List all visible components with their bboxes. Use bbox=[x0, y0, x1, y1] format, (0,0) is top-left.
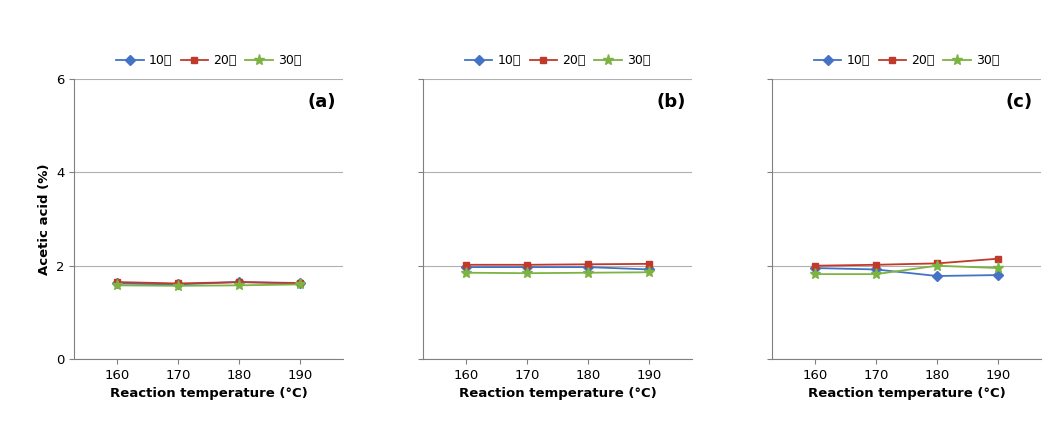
10분 bbox=[643, 267, 655, 272]
X-axis label: Reaction temperature (°C): Reaction temperature (°C) bbox=[109, 388, 307, 400]
X-axis label: Reaction temperature (°C): Reaction temperature (°C) bbox=[808, 388, 1006, 400]
30분 bbox=[520, 271, 533, 276]
20분 bbox=[110, 279, 123, 285]
20분 bbox=[870, 262, 883, 268]
30분 bbox=[808, 272, 821, 277]
10분 bbox=[992, 272, 1005, 278]
Legend: 10분, 20분, 30분: 10분, 20분, 30분 bbox=[465, 54, 650, 67]
10분 bbox=[460, 265, 473, 270]
20분 bbox=[808, 263, 821, 268]
30분 bbox=[172, 283, 185, 289]
X-axis label: Reaction temperature (°C): Reaction temperature (°C) bbox=[459, 388, 656, 400]
10분 bbox=[172, 282, 185, 287]
Line: 20분: 20분 bbox=[114, 279, 304, 287]
Text: (b): (b) bbox=[657, 93, 686, 111]
30분 bbox=[460, 270, 473, 276]
10분 bbox=[870, 267, 883, 272]
10분 bbox=[520, 265, 533, 270]
20분 bbox=[643, 261, 655, 266]
10분 bbox=[110, 281, 123, 286]
10분 bbox=[930, 273, 943, 279]
Line: 20분: 20분 bbox=[811, 255, 1001, 269]
Line: 10분: 10분 bbox=[114, 279, 304, 288]
10분 bbox=[294, 281, 307, 286]
30분 bbox=[582, 270, 595, 276]
20분 bbox=[172, 281, 185, 286]
Y-axis label: Acetic acid (%): Acetic acid (%) bbox=[37, 163, 51, 275]
Text: (c): (c) bbox=[1006, 93, 1033, 111]
Line: 10분: 10분 bbox=[811, 265, 1001, 279]
10분 bbox=[808, 265, 821, 271]
20분 bbox=[930, 261, 943, 266]
Line: 30분: 30분 bbox=[461, 267, 654, 279]
Text: (a): (a) bbox=[308, 93, 337, 111]
Legend: 10분, 20분, 30분: 10분, 20분, 30분 bbox=[813, 54, 999, 67]
20분 bbox=[992, 256, 1005, 261]
20분 bbox=[294, 280, 307, 286]
10분 bbox=[582, 265, 595, 270]
Line: 30분: 30분 bbox=[112, 279, 306, 291]
Line: 10분: 10분 bbox=[463, 264, 652, 273]
Legend: 10분, 20분, 30분: 10분, 20분, 30분 bbox=[116, 54, 302, 67]
Line: 20분: 20분 bbox=[463, 260, 652, 268]
20분 bbox=[582, 261, 595, 267]
10분 bbox=[233, 279, 245, 285]
30분 bbox=[294, 282, 307, 287]
30분 bbox=[233, 283, 245, 288]
30분 bbox=[992, 265, 1005, 271]
Line: 30분: 30분 bbox=[809, 260, 1004, 280]
30분 bbox=[930, 263, 943, 268]
20분 bbox=[233, 279, 245, 285]
20분 bbox=[520, 262, 533, 268]
30분 bbox=[870, 272, 883, 277]
20분 bbox=[460, 262, 473, 268]
30분 bbox=[110, 283, 123, 288]
30분 bbox=[643, 270, 655, 275]
